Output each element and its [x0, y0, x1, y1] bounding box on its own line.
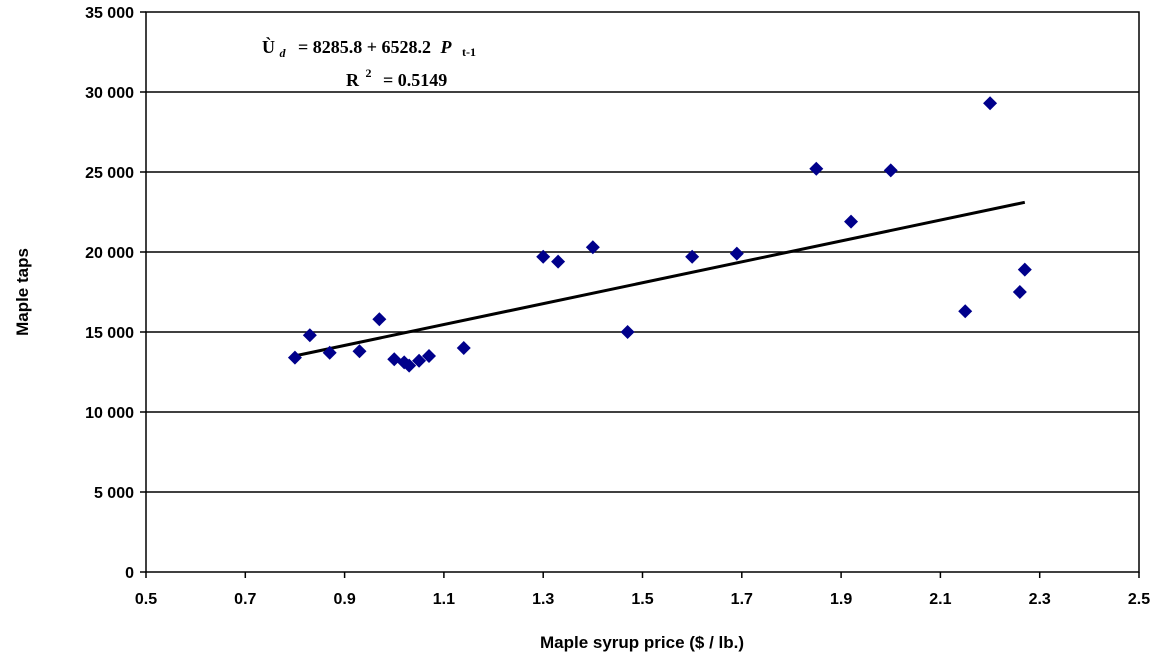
data-point [402, 358, 417, 373]
data-point [620, 325, 635, 339]
svg-text:R 2 = 0.5149: R 2 = 0.5149 [346, 61, 447, 90]
data-point [322, 345, 337, 360]
y-axis-ticks: 0 5 000 10 000 15 000 20 000 25 000 30 000 35 0… [85, 5, 146, 582]
data-point [958, 304, 973, 319]
data-point [536, 249, 551, 264]
x-tick-label: 1.1 [433, 591, 455, 608]
x-tick-label: 1.5 [631, 591, 653, 608]
equation-lhs: Ù [262, 36, 275, 57]
x-tick-label: 2.5 [1128, 591, 1150, 608]
x-tick-label: 0.9 [333, 591, 355, 608]
y-axis-label: Maple taps [13, 248, 32, 336]
data-point [422, 349, 437, 363]
gridlines [146, 91, 1139, 493]
y-tick-label: 25 000 [85, 165, 134, 182]
y-tick-label: 5 000 [94, 485, 134, 502]
data-point [983, 96, 998, 111]
x-tick-label: 2.1 [929, 591, 951, 608]
x-tick-label: 0.7 [234, 591, 256, 608]
data-point [729, 246, 744, 261]
equation-variable: P [440, 37, 453, 57]
r-squared-sup: 2 [366, 66, 372, 80]
data-point [883, 163, 898, 178]
y-tick-label: 30 000 [85, 85, 134, 102]
x-axis-ticks: 0.5 0.7 0.9 1.1 1.3 1.5 1.7 1.9 2.1 2.3 2.5 [135, 572, 1150, 608]
equation-lhs-sub: d [280, 46, 287, 60]
plot-area [145, 11, 1140, 573]
data-point [809, 161, 824, 176]
data-point [1017, 262, 1032, 277]
data-point [302, 328, 317, 343]
x-tick-label: 0.5 [135, 591, 157, 608]
x-tick-label: 1.7 [731, 591, 753, 608]
svg-text:Ù d = 8285.8 + 652: Ù d = 8285.8 + 6528.2 P t-1 [262, 36, 476, 61]
trendline-group [294, 200, 1026, 358]
data-points [287, 96, 1032, 373]
data-point [685, 249, 700, 264]
x-tick-label: 1.9 [830, 591, 852, 608]
plot-frame [145, 11, 1140, 573]
data-point [551, 254, 566, 269]
r-squared-value: = 0.5149 [383, 70, 447, 90]
y-tick-label: 10 000 [85, 405, 134, 422]
trendline [294, 200, 1026, 358]
data-point [372, 312, 387, 327]
r-squared-label: R [346, 70, 360, 90]
data-point [1012, 285, 1027, 299]
data-point [287, 350, 302, 365]
data-point [456, 341, 471, 355]
data-point [352, 344, 367, 359]
equation-variable-sub: t-1 [462, 45, 476, 59]
x-tick-label: 1.3 [532, 591, 554, 608]
y-tick-label: 15 000 [85, 325, 134, 342]
y-tick-label: 35 000 [85, 5, 134, 22]
data-point [844, 214, 859, 229]
equation-annotation: Ù d = 8285.8 + 6528.2 P t-1 R 2 = 0.5149 [262, 36, 476, 90]
y-tick-label: 20 000 [85, 245, 134, 262]
data-point [412, 353, 427, 368]
y-tick-label: 0 [125, 565, 134, 582]
data-point [585, 240, 600, 255]
equation-rhs: = 8285.8 + 6528.2 [298, 37, 431, 57]
x-tick-label: 2.3 [1029, 591, 1051, 608]
x-axis-label: Maple syrup price ($ / lb.) [540, 633, 744, 652]
